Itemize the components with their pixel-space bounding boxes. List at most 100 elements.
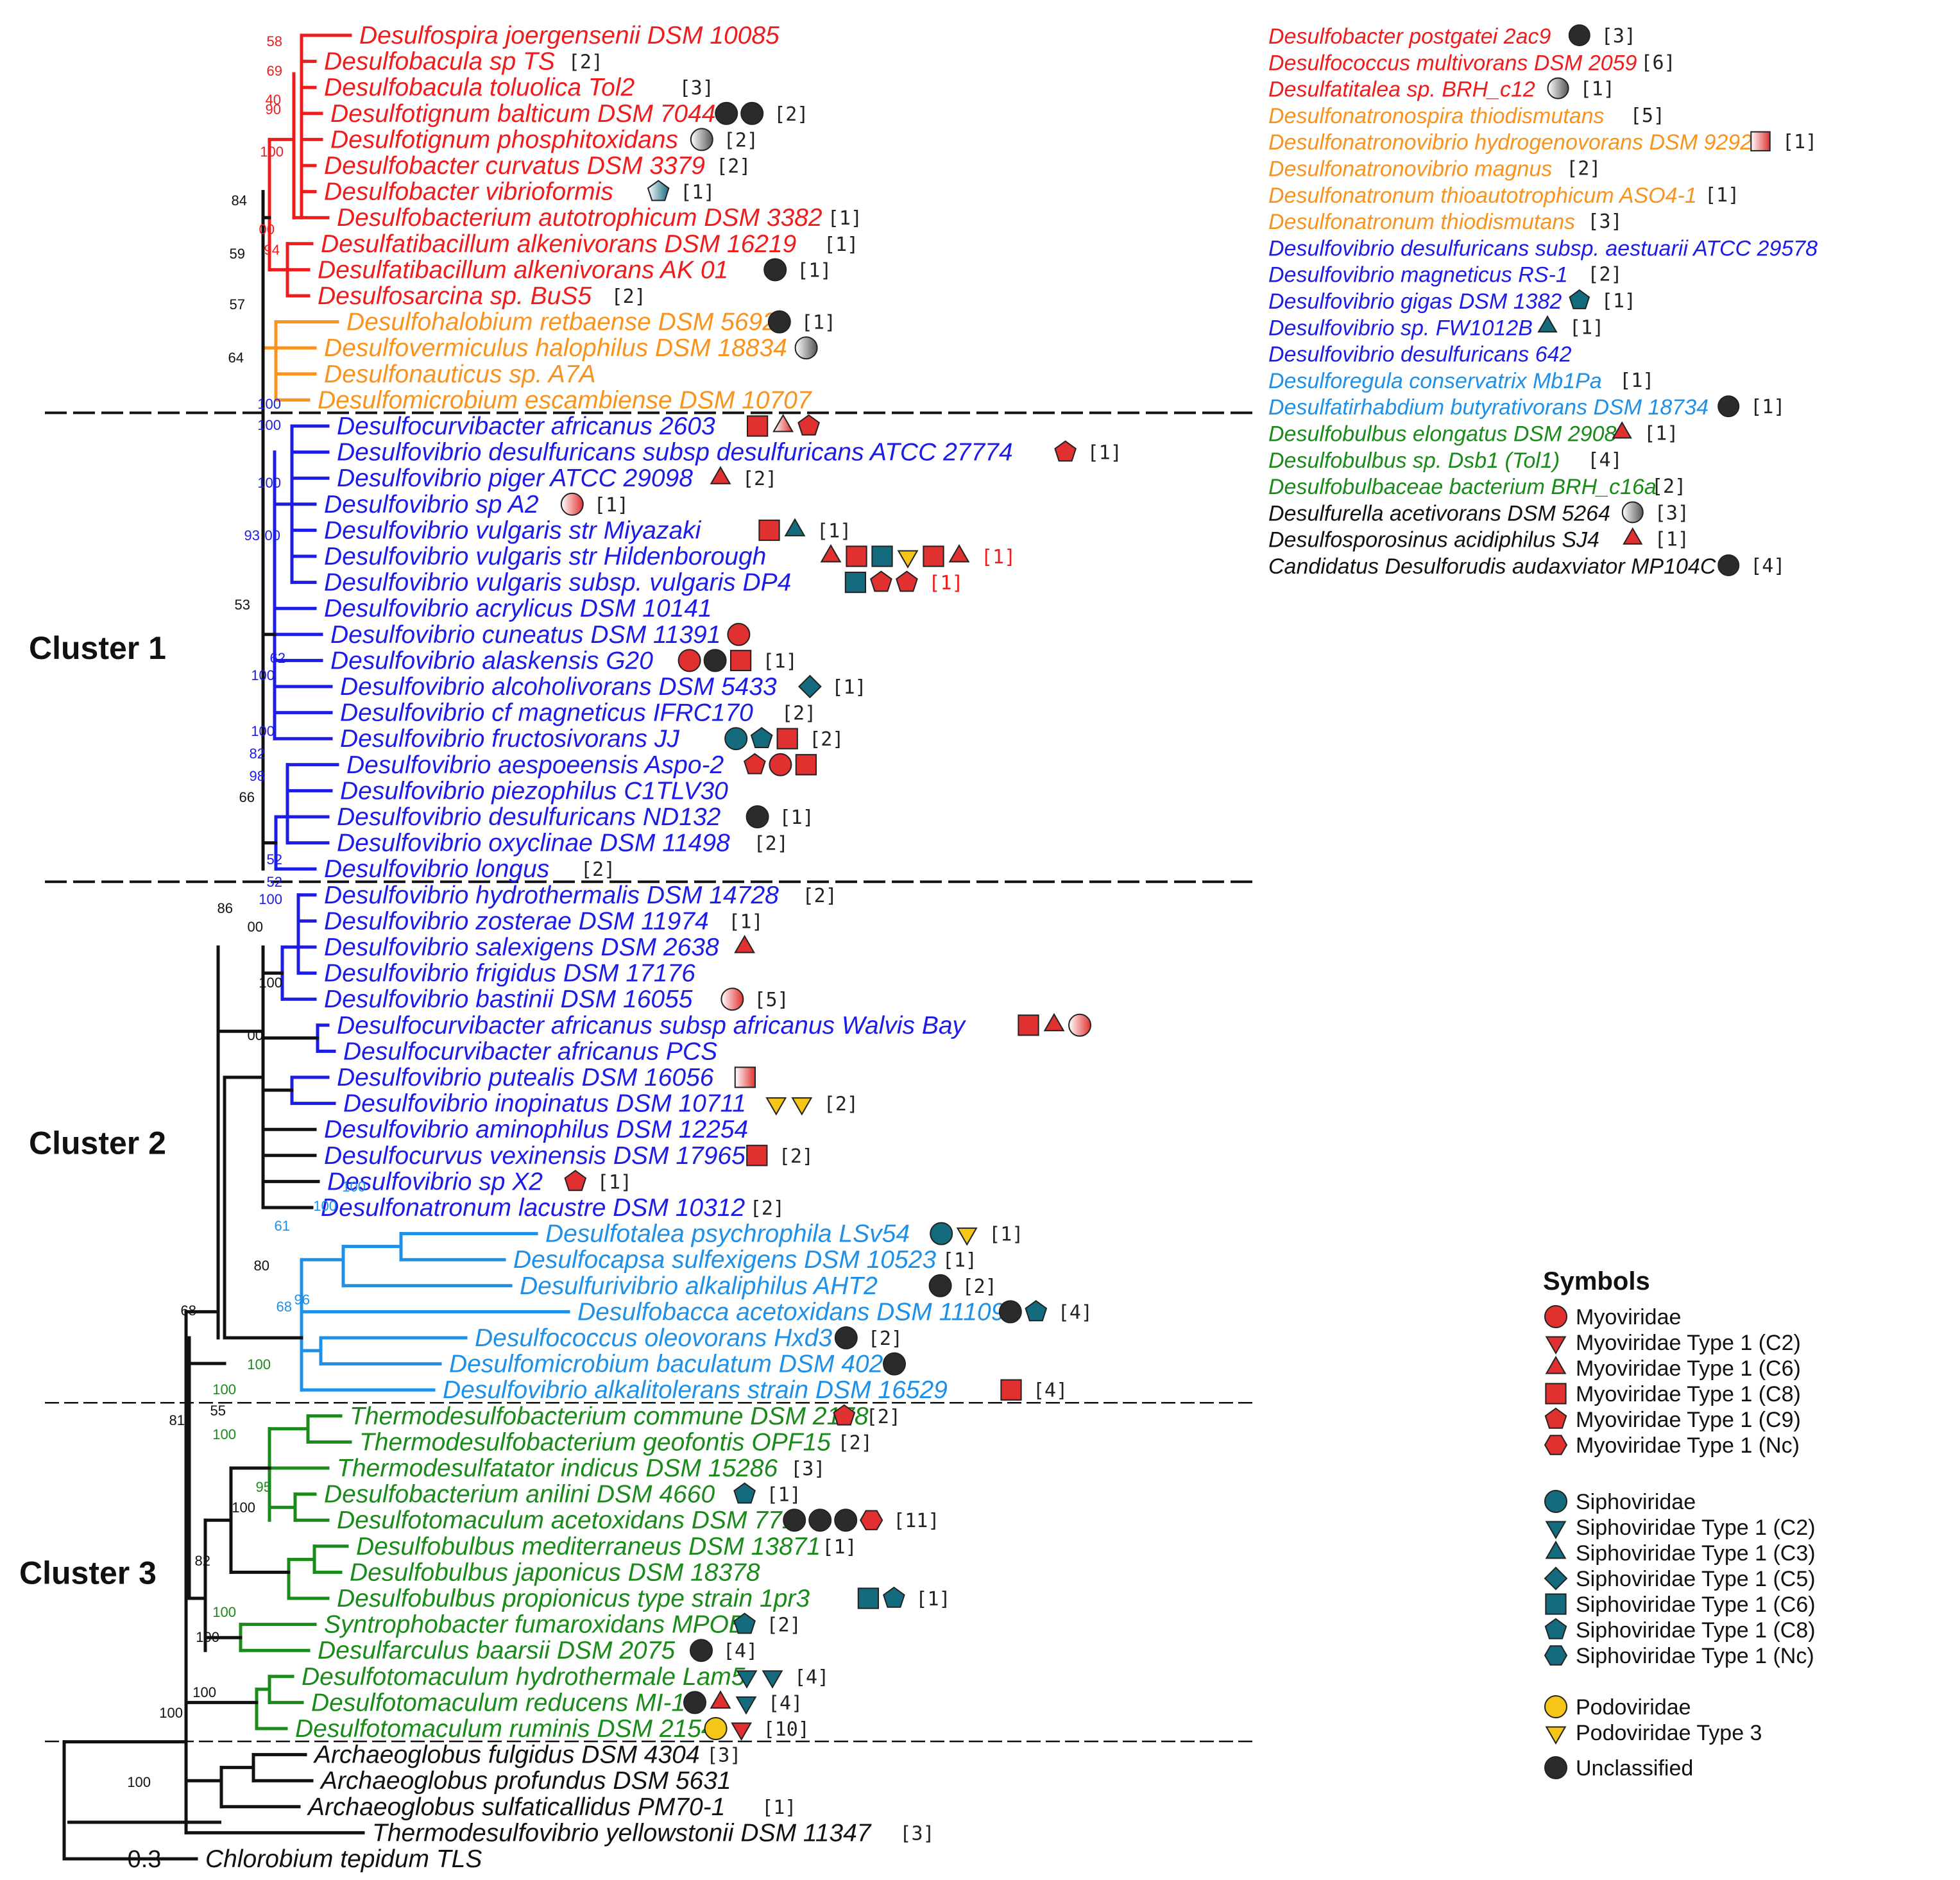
bootstrap-value: 100 xyxy=(342,1179,366,1195)
circle-symbol-icon xyxy=(763,258,787,282)
legend-item-label: Siphoviridae Type 1 (Nc) xyxy=(1576,1644,1814,1668)
circle-symbol-icon xyxy=(560,492,584,516)
taxon-label: Desulfonauticus sp. A7A xyxy=(324,361,595,388)
circle-symbol-icon xyxy=(1547,77,1569,99)
bootstrap-value: 00 xyxy=(248,919,263,935)
genome-count: [3] xyxy=(1601,25,1636,47)
taxon-label: Desulfobulbus propionicus type strain 1p… xyxy=(337,1585,810,1612)
tri-down-symbol-icon xyxy=(897,550,919,569)
taxon-label: Desulfovibrio bastinii DSM 16055 xyxy=(324,986,693,1013)
square-symbol-icon xyxy=(923,545,944,567)
taxon-label: Archaeoglobus profundus DSM 5631 xyxy=(320,1767,731,1795)
bootstrap-value: 59 xyxy=(230,246,245,262)
taxon-label: Desulfovibrio salexigens DSM 2638 xyxy=(324,934,719,961)
pentagon-symbol-icon xyxy=(647,180,670,201)
side-taxon-label: Desulfovibrio gigas DSM 1382 xyxy=(1268,289,1562,314)
circle-symbol-icon xyxy=(683,1691,706,1714)
pentagon-symbol-icon xyxy=(1025,1300,1048,1322)
taxon-label: Desulfohalobium retbaense DSM 5692 xyxy=(346,309,776,336)
bootstrap-value: 90 xyxy=(266,101,281,117)
diamond-legend-icon xyxy=(1544,1566,1568,1591)
tri-up-symbol-icon xyxy=(710,466,731,484)
side-taxon-label: Desulfatitalea sp. BRH_c12 xyxy=(1268,78,1535,102)
side-taxon-label: Desulfobulbus elongatus DSM 2908 xyxy=(1268,422,1617,447)
circle-symbol-icon xyxy=(1717,554,1740,576)
taxon-label: Thermodesulfobacterium commune DSM 2178 xyxy=(350,1403,869,1430)
side-taxon-label: Desulfonatronospira thiodismutans xyxy=(1268,104,1605,128)
circle-symbol-icon xyxy=(715,101,738,125)
legend-item-label: Myoviridae xyxy=(1576,1305,1681,1329)
taxon-label: Desulfovibrio sp A2 xyxy=(324,491,539,518)
genome-count: [4] xyxy=(768,1692,803,1714)
side-taxon-label: Desulfovibrio sp. FW1012B xyxy=(1268,316,1533,340)
taxon-label: Desulfovibrio putealis DSM 16056 xyxy=(337,1064,714,1091)
taxon-label: Archaeoglobus fulgidus DSM 4304 xyxy=(313,1741,700,1769)
taxon-label: Desulfatibacillum alkenivorans DSM 16219 xyxy=(321,230,796,258)
bootstrap-value: 00 xyxy=(259,221,275,237)
genome-count: [3] xyxy=(899,1822,934,1845)
genome-count: [1] xyxy=(728,910,763,933)
taxon-label: Desulfovibrio zosterae DSM 11974 xyxy=(324,907,709,935)
bootstrap-value: 81 xyxy=(169,1412,185,1428)
genome-count: [3] xyxy=(1655,502,1689,524)
taxon-label: Desulfomicrobium baculatum DSM 4028 xyxy=(449,1351,897,1378)
genome-count: [2] xyxy=(611,286,646,308)
legend-item-label: Siphoviridae Type 1 (C2) xyxy=(1576,1516,1816,1540)
taxon-label: Syntrophobacter fumaroxidans MPOB xyxy=(324,1611,746,1639)
square-symbol-icon xyxy=(1750,131,1771,151)
taxon-label: Desulfobacula sp TS xyxy=(324,48,555,76)
genome-count: [2] xyxy=(767,1614,801,1637)
side-taxon-label: Desulfovibrio desulfuricans subsp. aestu… xyxy=(1268,236,1818,261)
circle-symbol-icon xyxy=(1068,1013,1091,1037)
bootstrap-value: 69 xyxy=(267,63,282,79)
bootstrap-value: 100 xyxy=(260,144,284,160)
taxon-label: Desulfotomaculum hydrothermale Lam5 xyxy=(302,1663,746,1691)
square-symbol-icon xyxy=(846,545,867,567)
legend-item-label: Myoviridae Type 1 (C6) xyxy=(1576,1356,1801,1381)
genome-count: [1] xyxy=(824,234,858,256)
legend-item-label: Siphoviridae xyxy=(1576,1490,1696,1514)
bootstrap-value: 100 xyxy=(247,1356,271,1372)
taxon-label: Desulfobulbus mediterraneus DSM 13871 xyxy=(356,1533,821,1560)
bootstrap-value: 100 xyxy=(212,1604,236,1620)
bootstrap-value: 68 xyxy=(277,1299,292,1315)
bootstrap-value: 82 xyxy=(195,1553,210,1569)
legend-title: Symbols xyxy=(1543,1267,1650,1295)
genome-count: [1] xyxy=(780,807,814,829)
hexagon-legend-icon xyxy=(1544,1435,1568,1455)
pentagon-symbol-icon xyxy=(1569,289,1590,309)
genome-count: [1] xyxy=(1619,370,1654,392)
square-symbol-icon xyxy=(729,649,752,672)
pentagon-legend-icon xyxy=(1544,1618,1567,1639)
pentagon-symbol-icon xyxy=(1054,440,1077,462)
genome-count: [10] xyxy=(763,1718,810,1741)
taxon-label: Desulfovibrio aespoeensis Aspo-2 xyxy=(346,751,724,779)
genome-count: [2] xyxy=(742,468,777,490)
pentagon-symbol-icon xyxy=(564,1170,587,1192)
tri-up-symbol-icon xyxy=(784,518,806,536)
taxon-label: Desulfovibrio oxyclinae DSM 11498 xyxy=(337,830,730,857)
genome-count: [1] xyxy=(989,1224,1023,1246)
circle-symbol-icon xyxy=(720,987,744,1011)
taxon-label: Desulfotomaculum reducens MI-1 xyxy=(311,1689,685,1716)
circle-symbol-icon xyxy=(834,1326,858,1349)
circle-legend-icon xyxy=(1544,1305,1567,1328)
circle-symbol-icon xyxy=(740,101,764,125)
circle-symbol-icon xyxy=(783,1508,806,1532)
genome-count: [1] xyxy=(1782,131,1817,153)
bootstrap-value: 82 xyxy=(250,746,265,762)
genome-count: [1] xyxy=(597,1171,632,1193)
bootstrap-value: 100 xyxy=(251,723,275,739)
bootstrap-value: 100 xyxy=(259,975,282,991)
side-taxa-list: Desulfobacter postgatei 2ac9 [3] Desulfoco… xyxy=(1268,24,1818,579)
taxon-label: Desulfonatronum lacustre DSM 10312 xyxy=(321,1194,745,1222)
taxon-label: Desulfovibrio vulgaris str Hildenborough xyxy=(324,543,766,570)
bootstrap-value: 100 xyxy=(196,1629,219,1645)
bootstrap-value: 66 xyxy=(239,789,255,805)
taxon-label: Thermodesulfatator indicus DSM 15286 xyxy=(337,1455,778,1482)
side-taxon-label: Desulfonatronum thiodismutans xyxy=(1268,210,1575,234)
bootstrap-value: 57 xyxy=(230,296,245,312)
circle-symbol-icon xyxy=(724,727,748,751)
pentagon-symbol-icon xyxy=(797,414,820,436)
bootstrap-value: 80 xyxy=(254,1258,269,1274)
